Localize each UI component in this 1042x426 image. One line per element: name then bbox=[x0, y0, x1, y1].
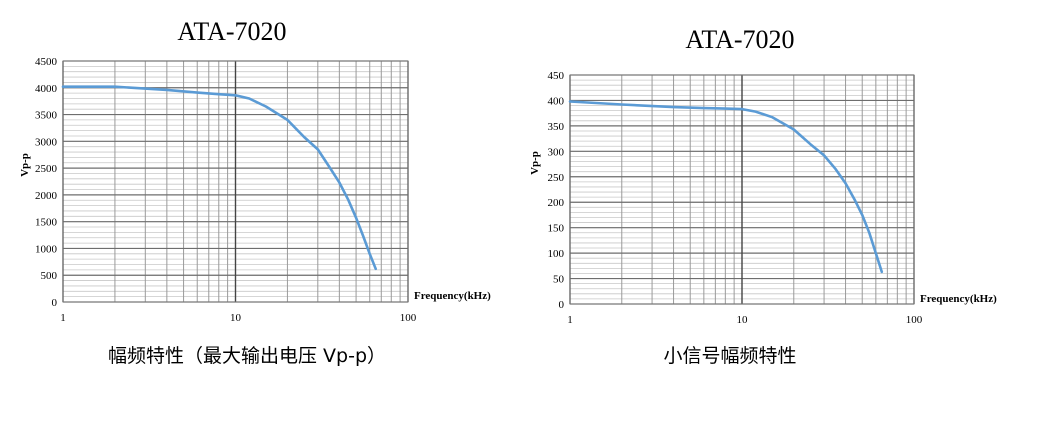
y-tick-label: 200 bbox=[548, 197, 565, 209]
x-tick-label: 10 bbox=[737, 314, 749, 326]
y-tick-label: 300 bbox=[548, 146, 565, 158]
y-axis-label: Vp-p bbox=[529, 151, 541, 175]
chart-title: ATA-7020 bbox=[685, 25, 794, 54]
plot-frame bbox=[569, 74, 915, 305]
y-tick-label: 250 bbox=[548, 172, 565, 184]
y-tick-label: 150 bbox=[548, 223, 565, 235]
x-axis-label: Frequency(kHz) bbox=[414, 290, 491, 302]
chart-title: ATA-7020 bbox=[177, 17, 286, 46]
x-tick-label: 1 bbox=[60, 312, 66, 324]
chart-1: ATA-7020 0 500 1000 1500 2000 2500 3000 3500 4000… bbox=[19, 17, 491, 367]
y-tick-label: 2500 bbox=[35, 163, 58, 175]
plot-frame bbox=[62, 60, 409, 303]
y-tick-label: 50 bbox=[553, 274, 565, 286]
x-axis-label: Frequency(kHz) bbox=[920, 293, 997, 305]
y-tick-label: 4000 bbox=[35, 83, 58, 95]
y-tick-label: 500 bbox=[41, 270, 58, 282]
series-line bbox=[61, 85, 378, 271]
chart-2: ATA-7020 0 50 100 150 200 250 300 350 400 450 1 10 10… bbox=[529, 25, 997, 367]
y-tick-label: 4500 bbox=[35, 56, 58, 68]
x-tick-label: 100 bbox=[906, 314, 923, 326]
y-tick-label: 0 bbox=[52, 297, 58, 309]
y-tick-label: 3000 bbox=[35, 136, 58, 148]
y-tick-label: 2000 bbox=[35, 190, 58, 202]
x-tick-label: 100 bbox=[400, 312, 417, 324]
y-tick-label: 1000 bbox=[35, 243, 58, 255]
chart-caption: 小信号幅频特性 bbox=[663, 345, 796, 367]
y-tick-label: 450 bbox=[548, 70, 565, 82]
x-tick-label: 1 bbox=[567, 314, 573, 326]
y-tick-label: 3500 bbox=[35, 110, 58, 122]
y-tick-label: 0 bbox=[559, 299, 565, 311]
series-line bbox=[568, 100, 884, 274]
y-tick-label: 100 bbox=[548, 248, 565, 260]
y-axis-label: Vp-p bbox=[19, 153, 31, 177]
chart-caption: 幅频特性（最大输出电压 Vp-p） bbox=[108, 345, 386, 367]
x-tick-label: 10 bbox=[230, 312, 242, 324]
y-tick-label: 400 bbox=[548, 95, 565, 107]
y-tick-label: 350 bbox=[548, 121, 565, 133]
y-tick-label: 1500 bbox=[35, 217, 58, 229]
